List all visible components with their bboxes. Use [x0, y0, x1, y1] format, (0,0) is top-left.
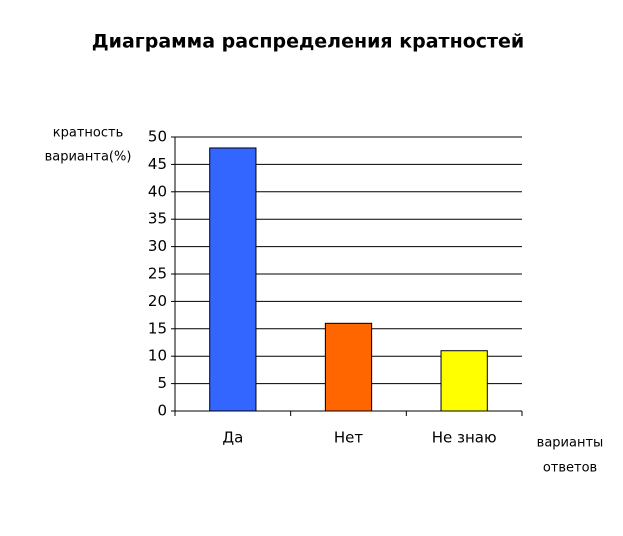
y-tick-label: 35 — [148, 210, 167, 228]
bar — [440, 350, 488, 412]
x-tick-label: Нет — [334, 429, 364, 447]
y-axis-label: кратность — [53, 126, 123, 141]
y-tick-label: 15 — [148, 319, 167, 337]
x-tick-label: Не знаю — [432, 429, 497, 447]
y-tick-label: 5 — [157, 374, 167, 392]
bar — [209, 147, 257, 412]
y-tick-label: 10 — [148, 347, 167, 365]
y-tick-label: 0 — [157, 402, 167, 420]
bar — [324, 322, 373, 412]
y-tick-label: 20 — [148, 292, 167, 310]
y-tick-label: 50 — [148, 128, 167, 146]
x-tick-label: Да — [222, 429, 243, 447]
y-tick-label: 25 — [148, 265, 167, 283]
x-axis-label: варианты — [537, 436, 604, 451]
y-axis-label: варианта(%) — [45, 150, 132, 165]
chart-title: Диаграмма распределения кратностей — [92, 31, 524, 53]
y-tick-label: 40 — [148, 182, 167, 200]
y-tick-label: 45 — [148, 155, 167, 173]
x-axis-label: ответов — [543, 461, 597, 476]
y-tick-label: 30 — [148, 237, 167, 255]
